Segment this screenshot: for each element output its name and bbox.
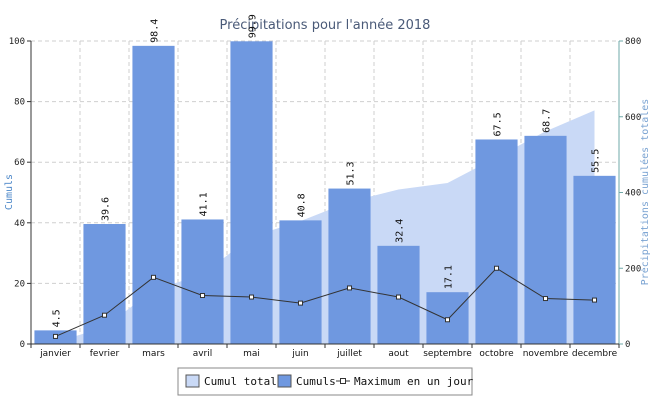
legend-label-cumuls: Cumuls [296, 375, 336, 388]
x-tick-label: mars [142, 349, 165, 359]
x-tick-label: avril [193, 349, 213, 359]
legend-label-max: Maximum en un jour [354, 375, 474, 388]
y-tick-label: 80 [14, 98, 25, 108]
bar [279, 220, 322, 344]
bar [475, 139, 518, 344]
max-series-line [55, 267, 595, 337]
bar [230, 41, 273, 344]
max-point [249, 294, 254, 300]
legend-label-cumul-total: Cumul total [204, 375, 277, 388]
y-tick-label: 20 [14, 279, 25, 289]
x-tick-label: aout [388, 349, 409, 359]
max-point [53, 333, 58, 339]
max-line-layer [53, 265, 597, 339]
max-point [445, 317, 450, 323]
x-tick-label: juillet [336, 349, 362, 359]
x-tick-label: septembre [423, 349, 472, 359]
legend-swatch-cumuls [277, 374, 292, 388]
max-point [151, 274, 156, 280]
max-point [396, 294, 401, 300]
max-point [543, 296, 548, 302]
bar-value-label: 51.3 [346, 161, 357, 185]
chart-title: Précipitations pour l'année 2018 [220, 18, 431, 33]
y-tick-label: 0 [20, 340, 25, 350]
bars-layer [34, 41, 616, 345]
bar-value-label: 4.5 [52, 309, 63, 327]
bar-value-label: 68.7 [542, 109, 553, 133]
y-tick-label: 100 [9, 37, 25, 47]
bar [181, 219, 224, 344]
legend-marker-max [340, 378, 346, 384]
legend-box [177, 367, 473, 396]
bar [83, 224, 126, 344]
x-tick-label: novembre [523, 349, 569, 359]
y2-tick-label: 0 [625, 340, 630, 350]
legend-swatch-cumul-total [185, 374, 200, 388]
max-point [494, 265, 499, 271]
max-point [347, 285, 352, 291]
legend: Cumul total Cumuls Maximum en un jour [177, 367, 474, 396]
y2-axis-label: Précipitations cumulées totales [639, 99, 650, 286]
axes: 0 20 40 60 80 100 0 200 400 600 800 janvier fevrier m… [9, 37, 642, 359]
bar [573, 175, 616, 344]
x-tick-label: decembre [572, 349, 618, 359]
y-tick-label: 40 [14, 219, 25, 229]
bar-value-label: 98.4 [150, 19, 161, 43]
y2-tick-label: 800 [625, 37, 641, 47]
x-tick-label: mai [243, 349, 260, 359]
y-axis-label: Cumuls [4, 174, 15, 210]
bar-value-label: 40.8 [297, 193, 308, 217]
max-point [592, 297, 597, 303]
x-tick-label: janvier [39, 349, 71, 359]
x-tick-label: octobre [479, 349, 514, 359]
x-tick-label: juin [291, 349, 308, 359]
y-tick-label: 60 [14, 158, 25, 168]
bar-value-label: 67.5 [493, 112, 504, 136]
y2-tick-label: 600 [625, 113, 641, 123]
bar [524, 135, 567, 344]
max-point [298, 300, 303, 306]
bar-value-label: 39.6 [101, 197, 112, 221]
bar-value-label: 55.5 [591, 149, 602, 173]
y2-tick-label: 400 [625, 189, 641, 199]
bar-value-label: 41.1 [199, 192, 210, 216]
value-labels-layer: 4.5 39.6 98.4 41.1 99.9 40.8 51.3 32.4 17.1 67.5 6… [52, 14, 602, 327]
max-point [102, 312, 107, 318]
y2-tick-label: 200 [625, 264, 641, 274]
bar [132, 45, 175, 345]
bar-value-label: 32.4 [395, 219, 406, 243]
bar-value-label: 17.1 [444, 265, 455, 289]
x-tick-label: fevrier [90, 349, 120, 359]
bar-value-label: 99.9 [248, 14, 259, 38]
max-point [200, 293, 205, 299]
bar [328, 188, 371, 344]
